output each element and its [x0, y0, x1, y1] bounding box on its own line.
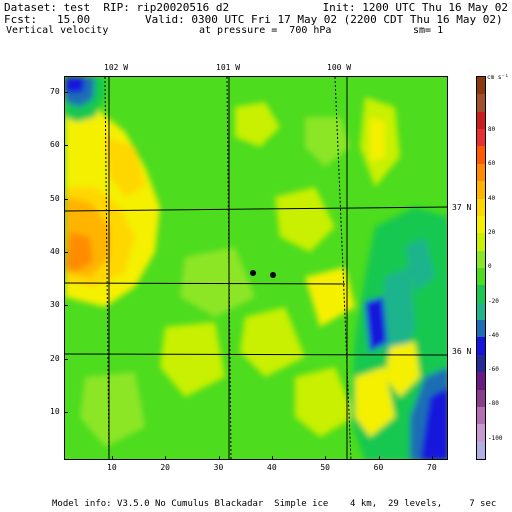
- legend-value-label: 60: [488, 160, 496, 168]
- legend-color-step: [477, 372, 485, 391]
- legend-color-step: [477, 233, 485, 252]
- pressure-level-label: at pressure = 700 hPa: [199, 25, 332, 36]
- legend-value-label: -80: [488, 400, 499, 408]
- y-tick-mark: [64, 412, 68, 413]
- x-tick-mark: [272, 456, 273, 460]
- forecast-hour-label: Fcst: 15.00: [4, 13, 91, 26]
- legend-color-step: [477, 198, 485, 217]
- longitude-label-101w: 101 W: [216, 63, 241, 72]
- legend-color-step: [477, 406, 485, 425]
- legend-value-label: -40: [488, 331, 499, 339]
- latitude-label-36n: 36 N: [452, 347, 472, 356]
- field-name-label: Vertical velocity: [6, 25, 109, 36]
- x-tick-label: 50: [320, 463, 330, 472]
- model-info-label: Model info: V3.5.0 No Cumulus Blackadar …: [52, 499, 497, 509]
- y-tick-mark: [64, 358, 68, 360]
- x-tick-mark: [112, 456, 113, 460]
- y-tick-label: 50: [50, 193, 60, 203]
- x-tick-label: 40: [267, 463, 277, 472]
- legend-units-label: cm s⁻¹: [487, 74, 509, 81]
- legend-color-step: [477, 215, 485, 234]
- legend-color-step: [477, 250, 485, 269]
- legend-color-step: [477, 424, 485, 443]
- legend-color-step: [477, 302, 485, 321]
- y-tick-label: 70: [50, 87, 60, 96]
- y-tick-label: 10: [50, 407, 60, 416]
- legend-color-step: [477, 320, 485, 338]
- init-time-label: Init: 1200 UTC Thu 16 May 02: [322, 1, 508, 14]
- y-tick-mark: [64, 92, 68, 93]
- dataset-label: Dataset: test RIP: rip20020516 d2: [4, 1, 230, 14]
- legend-value-label: -60: [488, 366, 499, 374]
- legend-color-step: [477, 129, 485, 147]
- legend-color-step: [477, 354, 485, 373]
- legend-color-step: [477, 77, 485, 95]
- legend-color-step: [477, 181, 485, 200]
- vertical-velocity-map: [64, 76, 448, 460]
- color-scale-bar: [476, 76, 486, 460]
- legend-color-step: [477, 441, 485, 460]
- y-tick-label: 30: [50, 300, 60, 310]
- legend-color-step: [477, 285, 485, 304]
- y-tick-mark: [64, 305, 68, 307]
- x-tick-label: 10: [107, 463, 117, 472]
- longitude-label-100w: 100 W: [327, 63, 352, 72]
- legend-value-label: -100: [488, 434, 503, 442]
- valid-time-label: Valid: 0300 UTC Fri 17 May 02 (2200 CDT …: [145, 13, 503, 26]
- x-tick-label: 60: [373, 463, 384, 472]
- legend-color-step: [477, 111, 485, 130]
- y-tick-mark: [64, 252, 68, 253]
- legend-color-step: [477, 389, 485, 408]
- x-tick-mark: [218, 456, 220, 460]
- legend-value-label: 40: [488, 194, 496, 202]
- y-tick-label: 60: [50, 140, 60, 150]
- legend-value-label: 80: [488, 126, 496, 133]
- legend-color-step: [477, 337, 485, 356]
- legend-value-label: 20: [488, 228, 496, 236]
- x-tick-label: 20: [160, 463, 170, 472]
- smoothing-label: sm= 1: [413, 25, 444, 36]
- x-tick-mark: [325, 456, 327, 460]
- y-tick-label: 40: [50, 247, 60, 256]
- x-tick-mark: [165, 456, 167, 460]
- map-shading: [65, 77, 447, 459]
- longitude-label-102w: 102 W: [104, 63, 129, 72]
- legend-color-step: [477, 146, 485, 165]
- legend-color-step: [477, 163, 485, 182]
- legend-color-step: [477, 94, 485, 113]
- x-tick-label: 30: [213, 463, 224, 472]
- x-tick-mark: [378, 456, 380, 460]
- y-tick-mark: [64, 198, 68, 200]
- latitude-label-37n: 37 N: [452, 203, 472, 212]
- y-tick-label: 20: [50, 353, 60, 363]
- x-tick-mark: [432, 456, 433, 460]
- legend-value-label: -20: [488, 297, 499, 305]
- y-tick-mark: [64, 145, 68, 147]
- x-tick-label: 70: [427, 463, 437, 472]
- legend-color-step: [477, 268, 485, 286]
- legend-value-label: 0: [488, 263, 492, 271]
